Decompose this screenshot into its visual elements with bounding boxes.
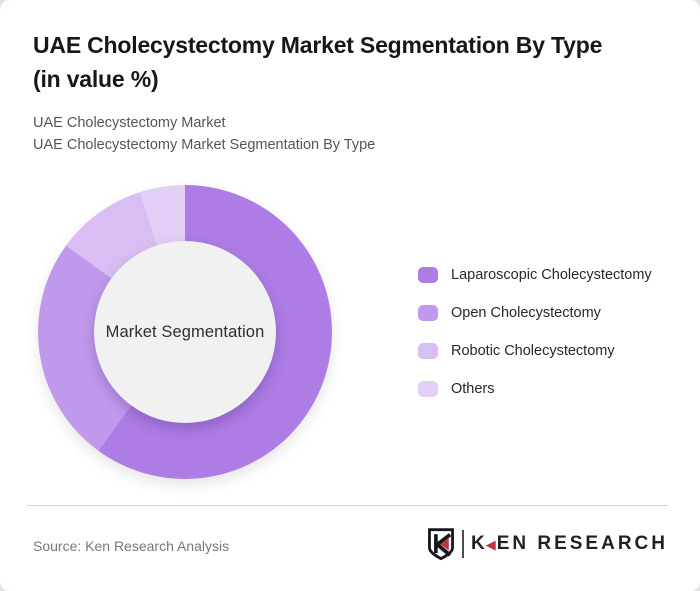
legend-label: Others xyxy=(451,381,495,397)
page-title: UAE Cholecystectomy Market Segmentation … xyxy=(33,28,673,96)
legend-label: Open Cholecystectomy xyxy=(451,305,601,321)
chart-legend: Laparoscopic Cholecystectomy Open Cholecy… xyxy=(418,267,652,419)
donut-chart: Market Segmentation xyxy=(38,185,332,479)
donut-center-label: Market Segmentation xyxy=(105,322,265,341)
legend-swatch xyxy=(418,267,438,283)
title-line-2: (in value %) xyxy=(33,66,159,92)
legend-label: Laparoscopic Cholecystectomy xyxy=(451,267,652,283)
legend-swatch xyxy=(418,381,438,397)
logo-letter-k: K xyxy=(470,533,488,554)
footer-divider xyxy=(27,505,668,506)
subtitle-line-1: UAE Cholecystectomy Market xyxy=(33,115,226,131)
subtitle-line-2: UAE Cholecystectomy Market Segmentation … xyxy=(33,137,376,153)
legend-label: Robotic Cholecystectomy xyxy=(451,343,615,359)
legend-swatch xyxy=(418,343,438,359)
legend-swatch xyxy=(418,305,438,321)
chart-subtitle: UAE Cholecystectomy Market UAE Cholecyst… xyxy=(33,112,673,156)
legend-item: Others xyxy=(418,381,652,397)
logo-separator xyxy=(461,530,464,558)
ken-research-logo: K◀EN RESEARCH xyxy=(427,526,668,562)
title-line-1: UAE Cholecystectomy Market Segmentation … xyxy=(33,32,603,58)
legend-item: Laparoscopic Cholecystectomy xyxy=(418,267,652,283)
logo-rest: EN RESEARCH xyxy=(496,533,668,554)
donut-hole: Market Segmentation xyxy=(94,241,276,423)
red-triangle-icon: ◀ xyxy=(485,538,496,553)
logo-wordmark: K◀EN RESEARCH xyxy=(471,533,668,555)
shield-k-icon xyxy=(428,527,454,560)
source-text: Source: Ken Research Analysis xyxy=(33,538,230,554)
legend-item: Robotic Cholecystectomy xyxy=(418,343,652,359)
chart-header: UAE Cholecystectomy Market Segmentation … xyxy=(33,28,673,156)
legend-item: Open Cholecystectomy xyxy=(418,305,652,321)
